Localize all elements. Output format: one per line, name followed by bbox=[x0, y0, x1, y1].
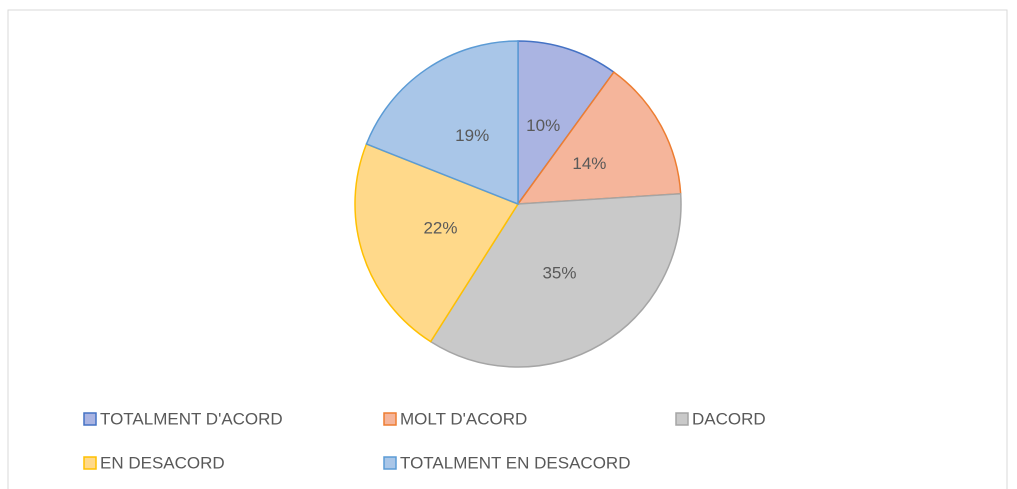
legend-marker bbox=[83, 412, 97, 426]
legend-label: MOLT D'ACORD bbox=[400, 409, 527, 428]
pie-slice bbox=[516, 71, 682, 205]
data-label: 19% bbox=[455, 126, 489, 145]
legend-label: TOTALMENT D'ACORD bbox=[100, 409, 283, 428]
legend-marker bbox=[83, 456, 97, 470]
data-label: 35% bbox=[542, 264, 576, 283]
pie-slice bbox=[517, 40, 615, 207]
legend-marker bbox=[383, 456, 397, 470]
data-label: 10% bbox=[526, 116, 560, 135]
data-label: 14% bbox=[572, 154, 606, 173]
legend-label: TOTALMENT EN DESACORD bbox=[400, 453, 630, 472]
legend-label: EN DESACORD bbox=[100, 453, 225, 472]
pie-slice bbox=[365, 40, 519, 206]
legend-marker bbox=[383, 412, 397, 426]
pie-slice bbox=[354, 143, 520, 343]
legend-marker bbox=[675, 412, 689, 426]
data-label: 22% bbox=[423, 219, 457, 238]
legend-label: DACORD bbox=[692, 409, 766, 428]
pie-slice bbox=[429, 192, 682, 368]
